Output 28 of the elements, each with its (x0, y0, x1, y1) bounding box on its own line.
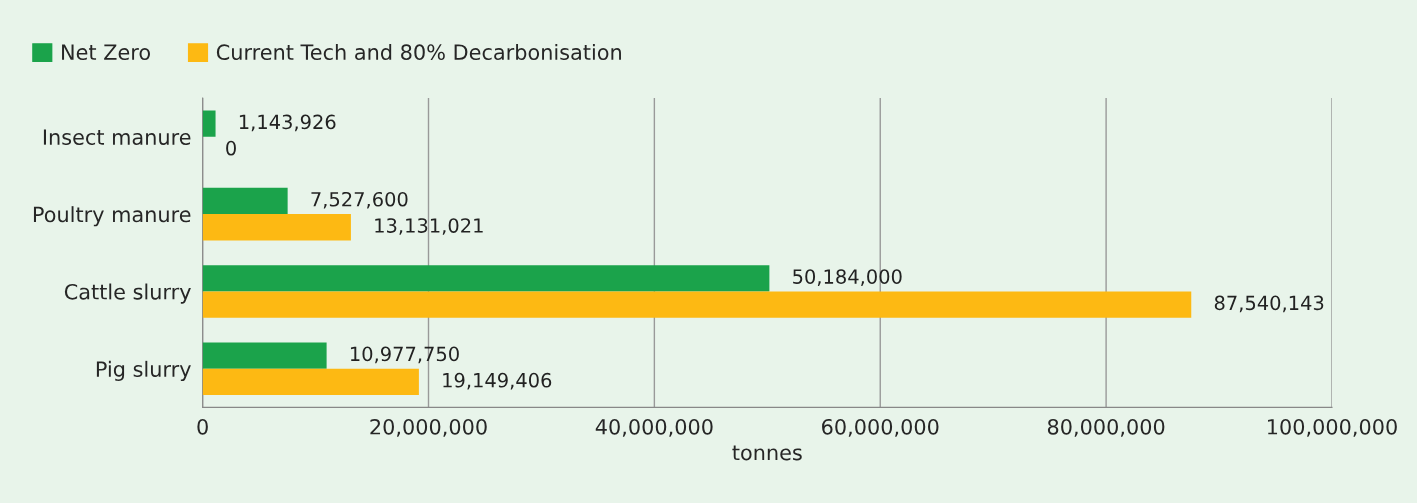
x-tick-label: 40,000,000 (595, 418, 713, 437)
bar (202, 368, 419, 396)
legend-label: Current Tech and 80% Decarbonisation (216, 43, 621, 61)
y-tick-label: Poultry manure (33, 206, 191, 227)
y-tick-label: Insect manure (43, 129, 191, 145)
x-tick-label: 80,000,000 (1047, 418, 1165, 437)
bar (202, 265, 770, 292)
data-label: 19,149,406 (443, 372, 552, 390)
data-label: 1,143,926 (239, 114, 336, 132)
bar (202, 342, 327, 369)
x-tick-label: 0 (197, 418, 208, 435)
data-label: 7,527,600 (311, 191, 408, 209)
x-tick-label: 20,000,000 (370, 418, 487, 437)
x-axis-title: tonnes (732, 445, 802, 461)
data-label: 87,540,143 (1214, 295, 1324, 313)
bar (202, 291, 1192, 318)
data-label: 10,977,750 (350, 346, 459, 364)
y-tick-label: Cattle slurry (64, 283, 191, 304)
data-label: 50,184,000 (793, 269, 902, 286)
bar (202, 214, 351, 241)
legend-label: Net Zero (62, 44, 150, 61)
x-tick-label: 60,000,000 (822, 418, 939, 437)
y-tick-label: Pig slurry (96, 360, 191, 382)
x-tick-label: 100,000,000 (1268, 418, 1397, 437)
bar (202, 110, 216, 137)
data-label: 13,131,021 (375, 218, 483, 235)
bar (202, 187, 288, 215)
data-label: 0 (226, 140, 236, 156)
